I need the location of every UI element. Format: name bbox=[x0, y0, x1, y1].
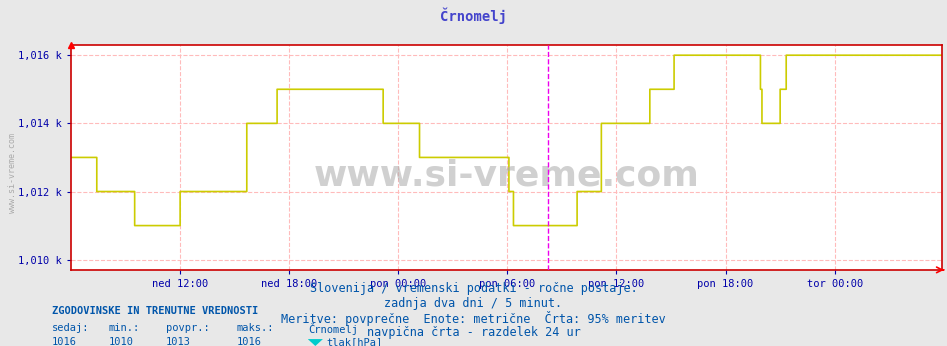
Text: 1016: 1016 bbox=[52, 337, 77, 346]
Text: min.:: min.: bbox=[109, 323, 140, 333]
Polygon shape bbox=[308, 339, 323, 346]
Text: ZGODOVINSKE IN TRENUTNE VREDNOSTI: ZGODOVINSKE IN TRENUTNE VREDNOSTI bbox=[52, 306, 259, 316]
Text: www.si-vreme.com: www.si-vreme.com bbox=[8, 133, 17, 213]
Text: 1016: 1016 bbox=[237, 337, 261, 346]
Text: povpr.:: povpr.: bbox=[166, 323, 209, 333]
Text: 1010: 1010 bbox=[109, 337, 134, 346]
Text: zadnja dva dni / 5 minut.: zadnja dva dni / 5 minut. bbox=[384, 297, 563, 310]
Text: 1013: 1013 bbox=[166, 337, 190, 346]
Text: tlak[hPa]: tlak[hPa] bbox=[327, 337, 383, 346]
Text: www.si-vreme.com: www.si-vreme.com bbox=[313, 158, 700, 192]
Text: Slovenija / vremenski podatki - ročne postaje.: Slovenija / vremenski podatki - ročne po… bbox=[310, 282, 637, 295]
Text: navpična črta - razdelek 24 ur: navpična črta - razdelek 24 ur bbox=[366, 326, 581, 339]
Text: Črnomelj: Črnomelj bbox=[308, 323, 358, 335]
Text: Črnomelj: Črnomelj bbox=[440, 7, 507, 24]
Text: sedaj:: sedaj: bbox=[52, 323, 90, 333]
Text: maks.:: maks.: bbox=[237, 323, 275, 333]
Text: Meritve: povprečne  Enote: metrične  Črta: 95% meritev: Meritve: povprečne Enote: metrične Črta:… bbox=[281, 311, 666, 326]
